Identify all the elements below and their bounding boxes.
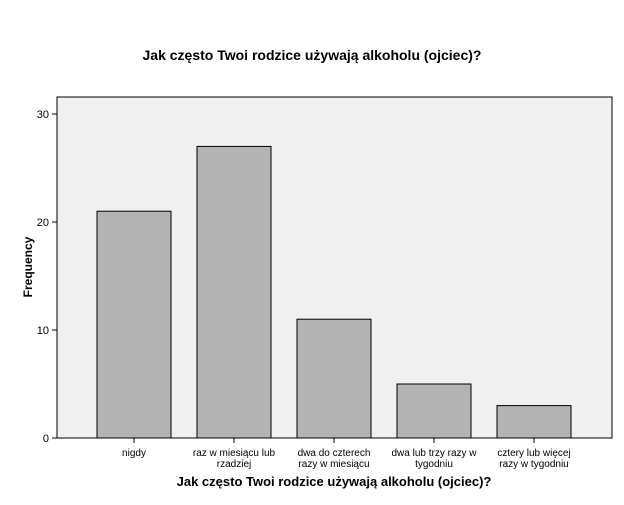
- x-tick-label: raz w miesiącu lub rzadziej: [193, 448, 276, 470]
- y-tick-label: 20: [37, 217, 49, 229]
- y-tick-label: 0: [43, 433, 49, 445]
- y-tick-label: 10: [37, 325, 49, 337]
- x-axis: nigdy raz w miesiącu lub rzadziej dwa do cz…: [122, 438, 571, 470]
- bar: [296, 318, 372, 439]
- x-tick-label: cztery lub więcej razy w tygodniu: [497, 448, 570, 470]
- x-tick-label: dwa do czterech razy w miesiącu: [298, 448, 371, 470]
- x-tick-label: dwa lub trzy razy w tygodniu: [391, 448, 477, 470]
- x-axis-label: Jak często Twoi rodzice używają alkoholu…: [177, 474, 492, 489]
- x-tick-label: nigdy: [122, 448, 146, 459]
- y-axis: 0 10 20 30: [37, 109, 57, 445]
- bar: [96, 210, 172, 439]
- bar: [396, 383, 472, 439]
- chart-title: Jak często Twoi rodzice używają alkoholu…: [143, 47, 482, 63]
- bar: [196, 145, 272, 439]
- y-tick-label: 30: [37, 109, 49, 121]
- bar: [496, 405, 572, 439]
- y-axis-label: Frequency: [21, 236, 35, 297]
